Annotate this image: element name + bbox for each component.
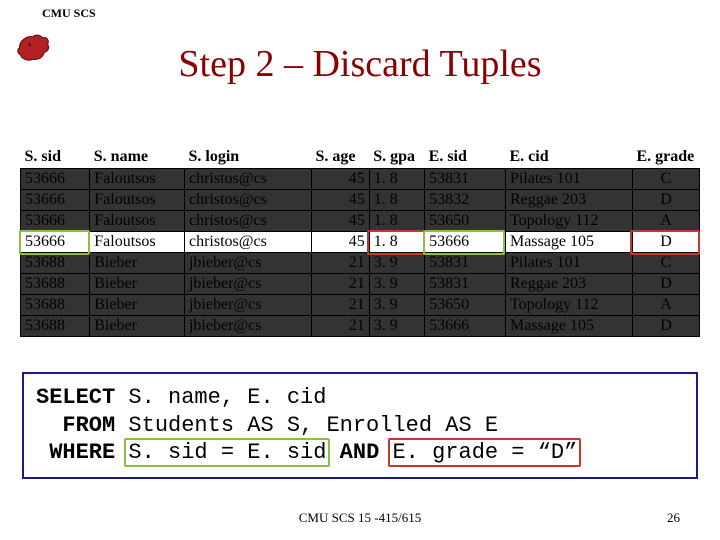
cell: christos@cs [184, 232, 311, 253]
cell: Bieber [90, 253, 185, 274]
sql-select-cols: S. name, E. cid [128, 385, 326, 410]
cell: A [632, 211, 699, 232]
cell: A [632, 295, 699, 316]
cell: 53831 [425, 253, 506, 274]
sql-from-body: Students AS S, Enrolled AS E [128, 413, 498, 438]
col-s-login: S. login [184, 146, 311, 169]
cell: 53832 [425, 190, 506, 211]
kw-where: WHERE [49, 440, 115, 465]
col-s-gpa: S. gpa [369, 146, 424, 169]
col-s-age: S. age [311, 146, 369, 169]
table-row: 53688Bieberjbieber@cs213. 953831Reggae 2… [21, 274, 700, 295]
sql-predicate2-highlight [388, 438, 581, 467]
cell: Pilates 101 [505, 253, 632, 274]
sql-query-box: SELECT S. name, E. cid FROM Students AS … [22, 372, 698, 479]
cell: 1. 8 [369, 169, 424, 190]
cell: D [632, 274, 699, 295]
cell: 1. 8 [369, 211, 424, 232]
cell: 21 [311, 274, 369, 295]
kw-from: FROM [62, 413, 115, 438]
cell: 53666 [21, 190, 90, 211]
cell: 53831 [425, 274, 506, 295]
cell: C [632, 169, 699, 190]
cell: jbieber@cs [184, 253, 311, 274]
cell: Faloutsos [90, 190, 185, 211]
cell: 3. 9 [369, 274, 424, 295]
cell: Massage 105 [505, 232, 632, 253]
cell: 53666 [21, 211, 90, 232]
cell: 53688 [21, 316, 90, 337]
cell: 53688 [21, 295, 90, 316]
cell: Faloutsos [90, 169, 185, 190]
cell: jbieber@cs [184, 274, 311, 295]
table-row: 53666Faloutsoschristos@cs451. 853832Regg… [21, 190, 700, 211]
cell: 53666 [425, 232, 506, 253]
cell: Topology 112 [505, 295, 632, 316]
table-row: 53666Faloutsoschristos@cs451. 853650Topo… [21, 211, 700, 232]
cell: christos@cs [184, 190, 311, 211]
cell: D [632, 190, 699, 211]
cell: D [632, 232, 699, 253]
kw-select: SELECT [36, 385, 115, 410]
cell: C [632, 253, 699, 274]
cell: Faloutsos [90, 211, 185, 232]
cell: 53650 [425, 211, 506, 232]
cell: 3. 9 [369, 316, 424, 337]
kw-and: AND [340, 440, 380, 465]
cell: 53688 [21, 274, 90, 295]
cell: Pilates 101 [505, 169, 632, 190]
cell: Reggae 203 [505, 190, 632, 211]
data-table-wrap: S. sid S. name S. login S. age S. gpa E.… [20, 146, 700, 337]
cell: christos@cs [184, 169, 311, 190]
header-label: CMU SCS [42, 6, 96, 21]
col-e-sid: E. sid [425, 146, 506, 169]
cell: christos@cs [184, 211, 311, 232]
cell: 53650 [425, 295, 506, 316]
slide: CMU SCS Step 2 – Discard Tuples S. sid S… [0, 0, 720, 540]
cell: Reggae 203 [505, 274, 632, 295]
col-s-sid: S. sid [21, 146, 90, 169]
cell: 53688 [21, 253, 90, 274]
table-row: 53666Faloutsoschristos@cs451. 853831Pila… [21, 169, 700, 190]
cell: 45 [311, 211, 369, 232]
cell: 45 [311, 190, 369, 211]
sql-predicate1-highlight [124, 438, 330, 467]
cell: Bieber [90, 295, 185, 316]
col-s-name: S. name [90, 146, 185, 169]
table-row: 53666Faloutsoschristos@cs451. 853666Mass… [21, 232, 700, 253]
col-e-cid: E. cid [505, 146, 632, 169]
cell: 53666 [21, 232, 90, 253]
cell: jbieber@cs [184, 295, 311, 316]
joined-tuples-table: S. sid S. name S. login S. age S. gpa E.… [20, 146, 700, 337]
cell: Topology 112 [505, 211, 632, 232]
slide-title: Step 2 – Discard Tuples [0, 42, 720, 86]
cell: 1. 8 [369, 232, 424, 253]
cell: 53666 [21, 169, 90, 190]
cell: jbieber@cs [184, 316, 311, 337]
cell: 3. 9 [369, 295, 424, 316]
cell: 3. 9 [369, 253, 424, 274]
table-header-row: S. sid S. name S. login S. age S. gpa E.… [21, 146, 700, 169]
cell: Bieber [90, 316, 185, 337]
cell: 45 [311, 232, 369, 253]
cell: 45 [311, 169, 369, 190]
footer-course: CMU SCS 15 -415/615 [0, 510, 720, 526]
footer-page-number: 26 [667, 510, 680, 526]
cell: 21 [311, 316, 369, 337]
cell: Faloutsos [90, 232, 185, 253]
table-row: 53688Bieberjbieber@cs213. 953650Topology… [21, 295, 700, 316]
cell: 53831 [425, 169, 506, 190]
cell: 21 [311, 295, 369, 316]
table-row: 53688Bieberjbieber@cs213. 953831Pilates … [21, 253, 700, 274]
table-row: 53688Bieberjbieber@cs213. 953666Massage … [21, 316, 700, 337]
cell: 53666 [425, 316, 506, 337]
cell: Massage 105 [505, 316, 632, 337]
cell: D [632, 316, 699, 337]
cell: Bieber [90, 274, 185, 295]
cell: 21 [311, 253, 369, 274]
cell: 1. 8 [369, 190, 424, 211]
col-e-grade: E. grade [632, 146, 699, 169]
